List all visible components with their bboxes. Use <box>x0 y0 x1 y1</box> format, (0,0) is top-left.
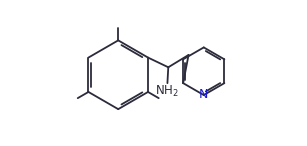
Text: NH$_2$: NH$_2$ <box>155 84 178 99</box>
Text: N: N <box>199 88 208 101</box>
